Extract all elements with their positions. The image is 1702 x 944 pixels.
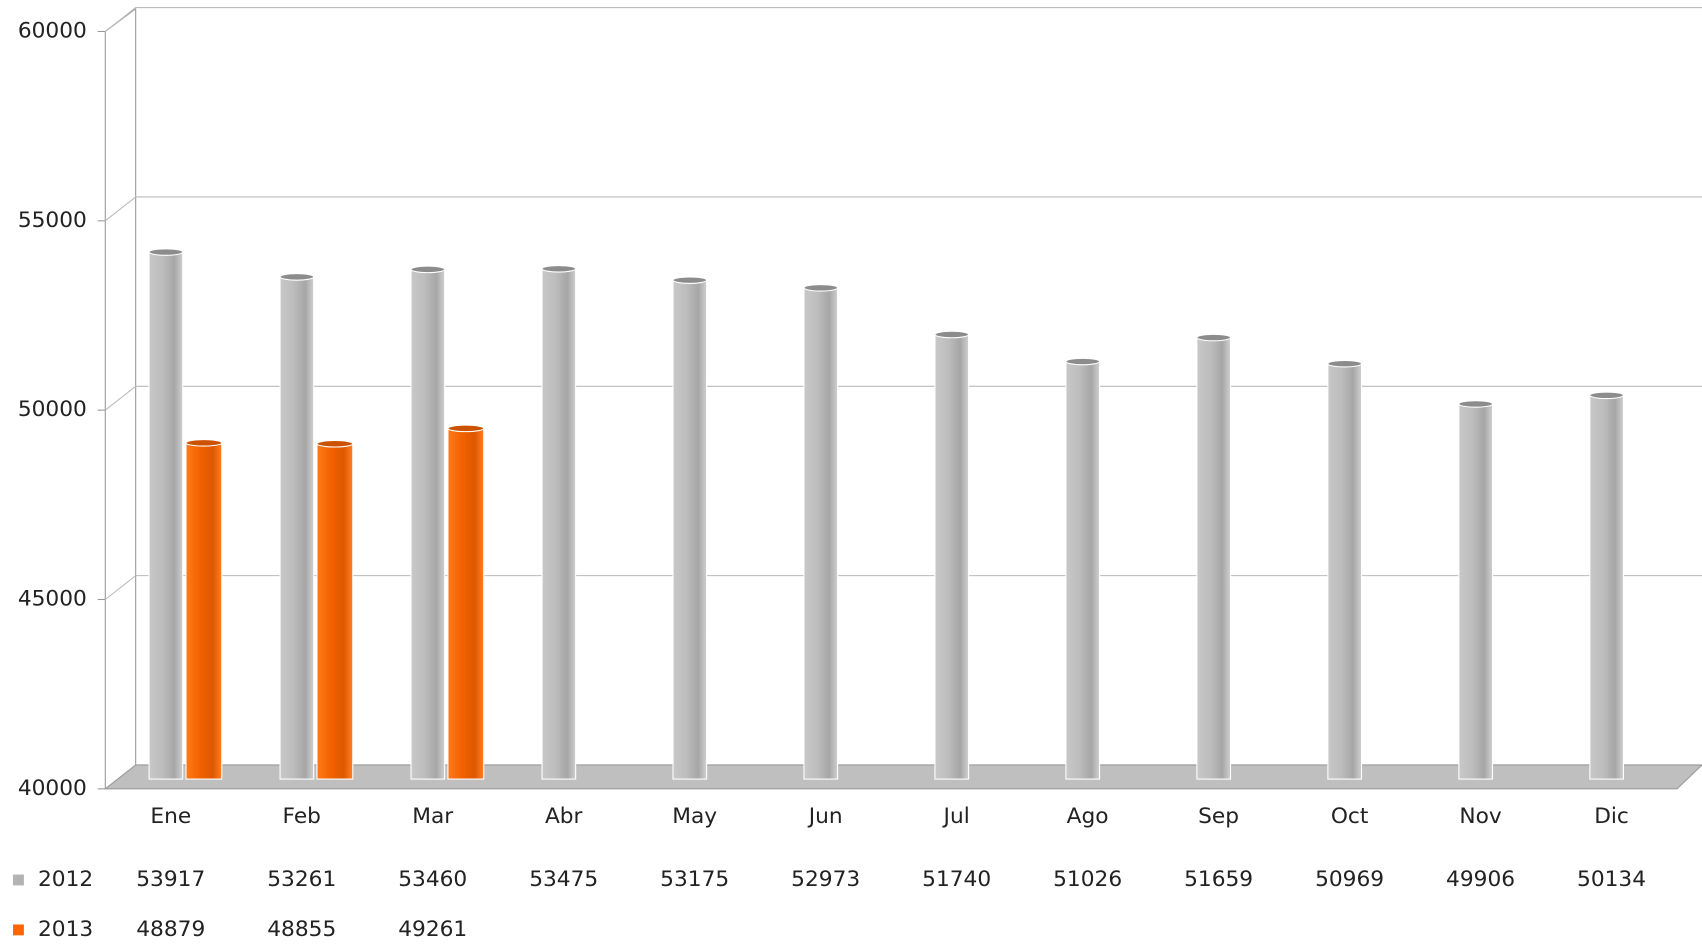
bar-top [148,248,184,256]
bar [1458,403,1494,780]
bar [803,287,839,780]
table-value: 53261 [267,867,336,892]
table-value: 50969 [1315,867,1384,892]
table-value: 51740 [922,867,991,892]
y-tick-label: 45000 [18,586,87,611]
bar [934,333,970,780]
bar [1196,337,1232,780]
bar-top [541,264,577,273]
bar [447,427,485,780]
legend-label: 2012 [38,867,93,892]
table-value: 51659 [1184,867,1253,892]
table-value: 48855 [267,917,336,942]
table-value: 53460 [398,867,467,892]
bar-top [447,424,485,433]
grid-line [104,7,1702,32]
y-tick-label: 50000 [18,397,87,422]
x-tick-label: Dic [1594,804,1629,829]
bar-top [279,273,315,281]
bar-top [1589,391,1625,400]
table-value: 51026 [1053,867,1122,892]
x-tick-label: May [672,804,717,829]
bar [672,279,708,780]
table-value: 53175 [660,867,729,892]
x-tick-label: Feb [283,804,321,829]
bar-top [803,284,839,292]
grid-line [104,196,1702,222]
bar [316,443,354,780]
bar-top [185,439,223,447]
bar-top [672,276,708,284]
bar-top [934,330,970,339]
table-value: 52973 [791,867,860,892]
y-tick-label: 60000 [18,18,87,43]
table-value: 48879 [136,917,205,942]
table-value: 50134 [1577,867,1646,892]
bar [148,251,184,780]
x-tick-label: Sep [1198,804,1239,829]
bar-top [1458,400,1494,408]
bar [1327,363,1363,780]
bar-top [1327,359,1363,368]
bar [410,268,446,780]
x-tick-label: Nov [1459,804,1501,829]
bar-top [316,439,354,448]
x-tick-label: Mar [412,804,453,829]
table-value: 53917 [136,867,205,892]
x-tick-label: Jun [807,804,843,829]
y-tick-label: 40000 [18,776,87,801]
x-tick-label: Ene [150,804,191,829]
bar [185,442,223,780]
bar [1589,394,1625,780]
x-tick-label: Oct [1331,804,1369,829]
y-tick-label: 55000 [18,208,87,233]
bar [1065,360,1101,780]
grid-line [104,385,1702,411]
bar [279,276,315,780]
table-value: 49906 [1446,867,1515,892]
bar-top [410,265,446,274]
legend-label: 2013 [38,917,93,942]
table-value: 53475 [529,867,598,892]
legend-swatch [13,924,24,936]
table-value: 49261 [398,917,467,942]
grid-line [104,575,1702,600]
bar [541,268,577,780]
x-tick-label: Ago [1067,804,1109,829]
x-tick-label: Abr [545,804,583,829]
legend-swatch [13,874,24,886]
bar-top [1065,357,1101,366]
x-tick-label: Jul [942,804,970,829]
floor [103,764,1702,790]
bar-top [1196,333,1232,342]
